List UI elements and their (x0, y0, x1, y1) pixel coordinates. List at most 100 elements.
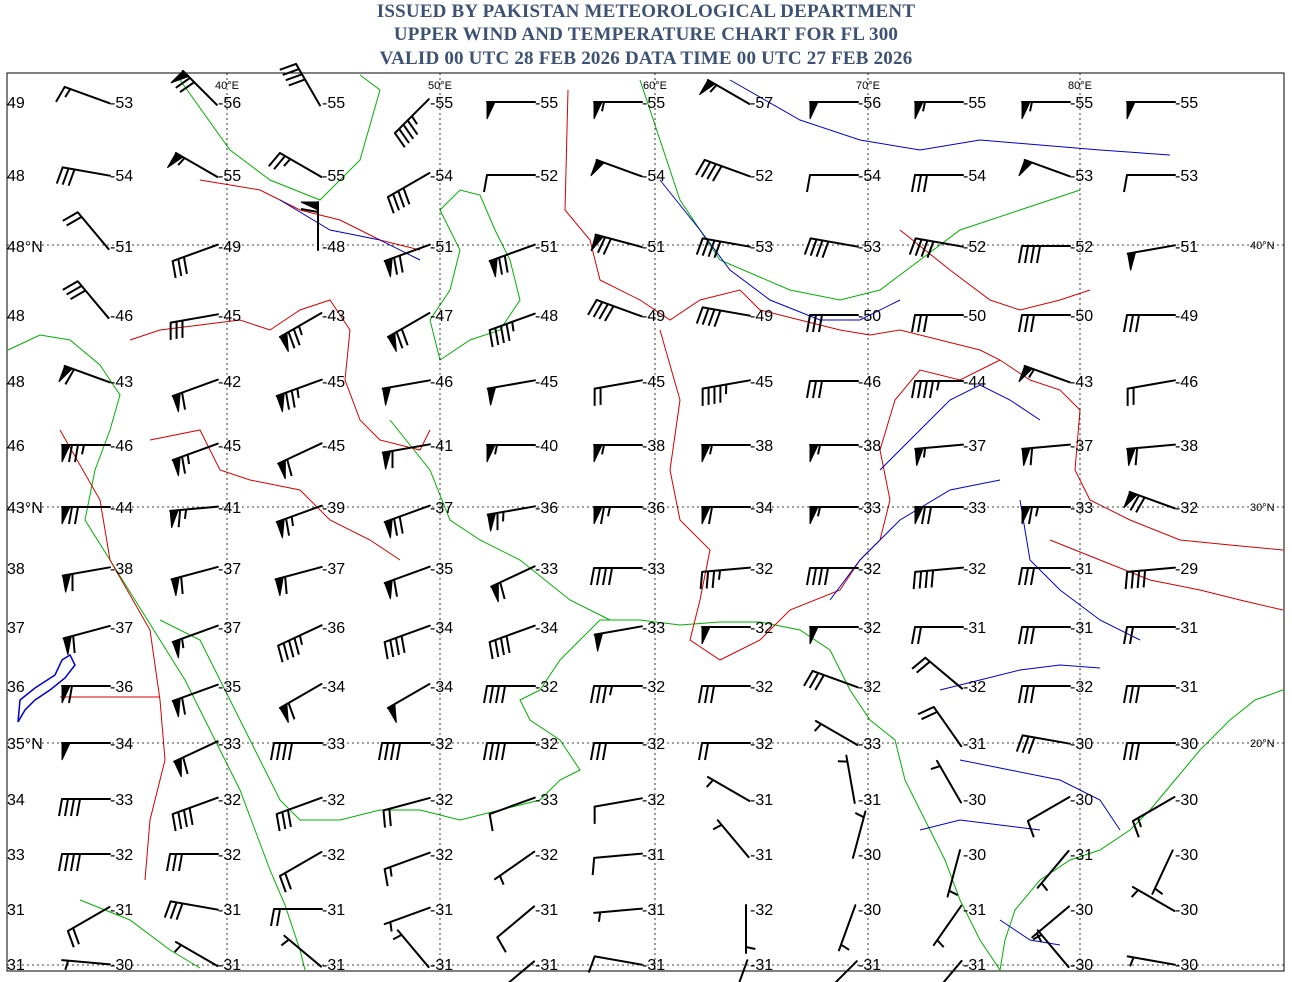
barb-shaft (1131, 886, 1176, 912)
wind-barb (911, 174, 964, 193)
wind-barb (1018, 245, 1071, 264)
wind-barb (806, 314, 859, 333)
barb-pennant (1021, 506, 1031, 525)
temperature-value: -38 (858, 438, 881, 455)
barb-pennant (58, 365, 74, 383)
barb-feather (392, 193, 400, 211)
chart-title-line-3: VALID 00 UTC 28 FEB 2026 DATA TIME 00 UT… (379, 48, 913, 69)
longitude-label: 60°E (643, 80, 667, 92)
barb-half-feather (1130, 889, 1139, 898)
barb-half-feather (930, 765, 941, 770)
wind-barb (488, 624, 536, 660)
barb-feather (293, 637, 300, 655)
wind-barb (171, 683, 219, 718)
wind-barb (1018, 567, 1071, 586)
barb-feather (172, 853, 177, 872)
temperature-value: -32 (858, 561, 881, 578)
temperature-value: -34 (430, 620, 453, 637)
temperature-value: -54 (642, 168, 665, 185)
barb-feather (70, 798, 75, 817)
barb-pennant (914, 101, 924, 120)
wind-barb (712, 819, 750, 859)
barb-half-feather (922, 447, 927, 458)
row-edge-label: 37 (7, 620, 25, 637)
temperature-value: -37 (963, 438, 986, 455)
barb-feather (587, 299, 598, 316)
barb-pennant (274, 576, 284, 596)
barb-feather (393, 257, 399, 275)
barb-feather (1018, 567, 1023, 586)
barb-feather (62, 280, 79, 291)
wind-barb (386, 172, 431, 214)
barb-half-feather (601, 444, 605, 455)
wind-barb (275, 378, 323, 413)
barb-feather (1123, 685, 1128, 704)
temperature-value: -54 (110, 168, 133, 185)
wind-barb (1018, 364, 1071, 384)
temperature-value: -31 (1070, 620, 1093, 637)
temperature-value: -46 (110, 438, 133, 455)
barb-feather (806, 314, 811, 333)
barb-feather (72, 635, 76, 654)
river (279, 199, 421, 261)
wind-barb (66, 906, 111, 948)
coastline (389, 419, 611, 621)
barb-shaft (61, 959, 111, 966)
barb-feather (707, 240, 716, 258)
barb-pennant (487, 386, 497, 406)
barb-half-feather (181, 638, 185, 649)
barb-feather (707, 309, 716, 327)
temperature-value: -46 (110, 308, 133, 325)
temperature-value: -52 (750, 168, 773, 185)
temperature-value: -50 (858, 308, 881, 325)
barb-shaft (1126, 566, 1176, 573)
temperature-value: -32 (430, 736, 453, 753)
temperature-value: -32 (1175, 500, 1198, 517)
barb-feather (281, 811, 287, 830)
barb-pennant (382, 386, 392, 406)
barb-feather (1135, 742, 1140, 761)
barb-pennant (300, 201, 319, 211)
wind-barb (1123, 626, 1176, 645)
barb-half-feather (717, 570, 722, 580)
wind-barb (171, 243, 219, 279)
barb-feather (923, 314, 928, 333)
barb-feather (604, 305, 615, 322)
barb-feather (923, 380, 928, 399)
temperature-value: -38 (1175, 438, 1198, 455)
temperature-value: -37 (218, 561, 241, 578)
barb-feather (393, 579, 399, 597)
barb-half-feather (1040, 882, 1049, 892)
country-border (659, 329, 1001, 661)
barb-feather (713, 310, 722, 328)
temperature-value: -33 (322, 736, 345, 753)
barb-pennant (172, 638, 181, 659)
barb-shaft (1036, 849, 1070, 889)
temperature-value: -34 (110, 736, 133, 753)
temperature-value: -46 (430, 374, 453, 391)
barb-shaft (66, 906, 111, 932)
barb-feather (1024, 314, 1029, 333)
barb-feather (284, 576, 288, 595)
barb-shaft (382, 796, 431, 812)
barb-pennant (62, 573, 72, 593)
temperature-value: -31 (1070, 847, 1093, 864)
wind-barb (1130, 886, 1176, 912)
barb-pennant (590, 159, 606, 177)
barb-feather (76, 798, 81, 817)
barb-feather (395, 331, 404, 349)
temperature-value: -31 (858, 957, 881, 974)
temperature-value: -55 (1070, 95, 1093, 112)
barb-feather (924, 570, 929, 589)
barb-feather (55, 86, 66, 103)
barb-shaft (716, 819, 750, 859)
barb-feather (705, 571, 710, 589)
barb-feather (179, 81, 195, 93)
temperature-value: -32 (535, 736, 558, 753)
wind-barb (507, 960, 536, 982)
wind-barb (699, 566, 751, 590)
barb-pennant (1021, 447, 1031, 466)
wind-barb (486, 444, 536, 463)
row-edge-label: 49 (7, 95, 25, 112)
barb-feather (821, 241, 830, 259)
